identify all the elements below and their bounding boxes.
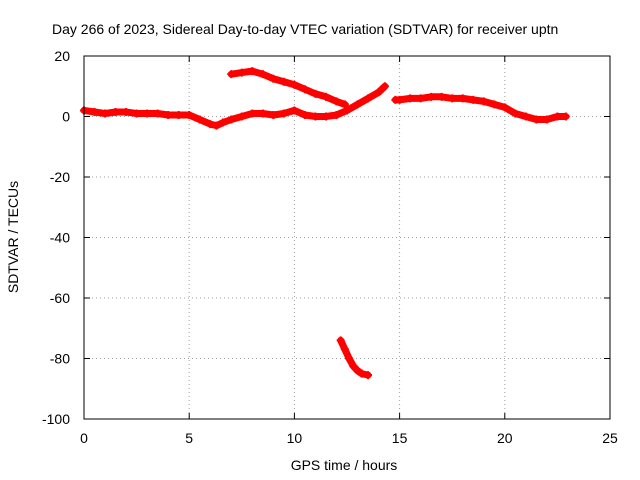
data-point bbox=[469, 95, 478, 104]
data-point bbox=[340, 100, 349, 109]
x-axis-label: GPS time / hours bbox=[291, 457, 398, 473]
data-point bbox=[321, 112, 330, 121]
y-tick-label: -60 bbox=[50, 290, 70, 306]
data-point bbox=[90, 107, 99, 116]
data-point bbox=[553, 112, 562, 121]
series-low-outlier bbox=[336, 336, 373, 380]
data-point bbox=[395, 95, 404, 104]
data-point bbox=[111, 107, 120, 116]
data-point bbox=[311, 89, 320, 98]
data-point bbox=[321, 92, 330, 101]
data-point bbox=[300, 110, 309, 119]
data-point bbox=[185, 110, 194, 119]
data-point bbox=[279, 109, 288, 118]
y-tick-label: -40 bbox=[50, 230, 70, 246]
plot-area bbox=[80, 67, 570, 380]
data-point bbox=[353, 366, 362, 375]
data-point bbox=[290, 106, 299, 115]
data-point bbox=[343, 106, 351, 115]
data-point bbox=[406, 94, 415, 103]
data-point bbox=[437, 92, 446, 101]
data-point bbox=[521, 112, 530, 121]
data-point bbox=[290, 80, 299, 89]
data-point bbox=[164, 110, 173, 119]
axis-ticks: 0 5 10 15 20 25 -100 -80 -60 -40 -20 0 20 bbox=[42, 48, 618, 446]
data-point bbox=[206, 120, 215, 129]
data-point bbox=[174, 110, 183, 119]
chart-title: Day 266 of 2023, Sidereal Day-to-day VTE… bbox=[52, 21, 558, 37]
data-point bbox=[269, 74, 278, 83]
data-point bbox=[218, 118, 227, 127]
y-tick-label: 0 bbox=[62, 109, 70, 125]
data-point bbox=[258, 70, 267, 79]
data-point bbox=[132, 109, 141, 118]
data-point bbox=[237, 112, 246, 121]
data-point bbox=[332, 110, 341, 119]
data-point bbox=[364, 371, 373, 380]
data-point bbox=[237, 68, 246, 77]
data-point bbox=[458, 94, 467, 103]
data-point bbox=[336, 336, 345, 345]
data-point bbox=[311, 112, 320, 121]
data-point bbox=[122, 107, 131, 116]
data-point bbox=[227, 70, 236, 79]
data-point bbox=[364, 94, 373, 103]
series-upper-track bbox=[227, 67, 349, 109]
data-point bbox=[101, 109, 110, 118]
data-point bbox=[374, 88, 383, 97]
data-point bbox=[279, 77, 288, 86]
data-point bbox=[340, 345, 349, 354]
data-point bbox=[353, 100, 362, 109]
data-point bbox=[227, 115, 236, 124]
x-tick-label: 15 bbox=[392, 430, 408, 446]
data-point bbox=[349, 362, 358, 371]
data-point bbox=[248, 67, 257, 76]
y-axis-label: SDTVAR / TECUs bbox=[5, 181, 21, 293]
y-tick-label: 20 bbox=[54, 48, 70, 64]
data-point bbox=[479, 97, 488, 106]
data-point bbox=[416, 94, 425, 103]
series-main-track bbox=[80, 82, 389, 130]
data-point bbox=[195, 115, 204, 124]
series-right-track bbox=[391, 92, 570, 124]
data-point bbox=[532, 115, 541, 124]
data-point bbox=[511, 109, 520, 118]
x-tick-label: 10 bbox=[287, 430, 303, 446]
data-point bbox=[248, 109, 257, 118]
data-point bbox=[300, 85, 309, 94]
series-band bbox=[227, 67, 349, 108]
x-tick-label: 20 bbox=[497, 430, 513, 446]
x-tick-label: 5 bbox=[185, 430, 193, 446]
y-tick-label: -80 bbox=[50, 351, 70, 367]
data-point bbox=[561, 112, 570, 121]
data-point bbox=[258, 109, 267, 118]
data-point bbox=[380, 82, 389, 91]
data-point bbox=[153, 109, 162, 118]
data-point bbox=[212, 121, 221, 130]
data-point bbox=[345, 354, 354, 363]
x-tick-label: 0 bbox=[80, 430, 88, 446]
data-point bbox=[490, 100, 499, 109]
data-point bbox=[427, 92, 436, 101]
data-point bbox=[448, 94, 457, 103]
data-point bbox=[143, 109, 152, 118]
data-point bbox=[269, 110, 278, 119]
y-tick-label: -20 bbox=[50, 169, 70, 185]
data-point bbox=[500, 103, 509, 112]
x-tick-label: 25 bbox=[602, 430, 618, 446]
y-tick-label: -100 bbox=[42, 411, 70, 427]
data-point bbox=[357, 369, 366, 378]
data-point bbox=[332, 97, 341, 106]
data-point bbox=[542, 115, 551, 124]
